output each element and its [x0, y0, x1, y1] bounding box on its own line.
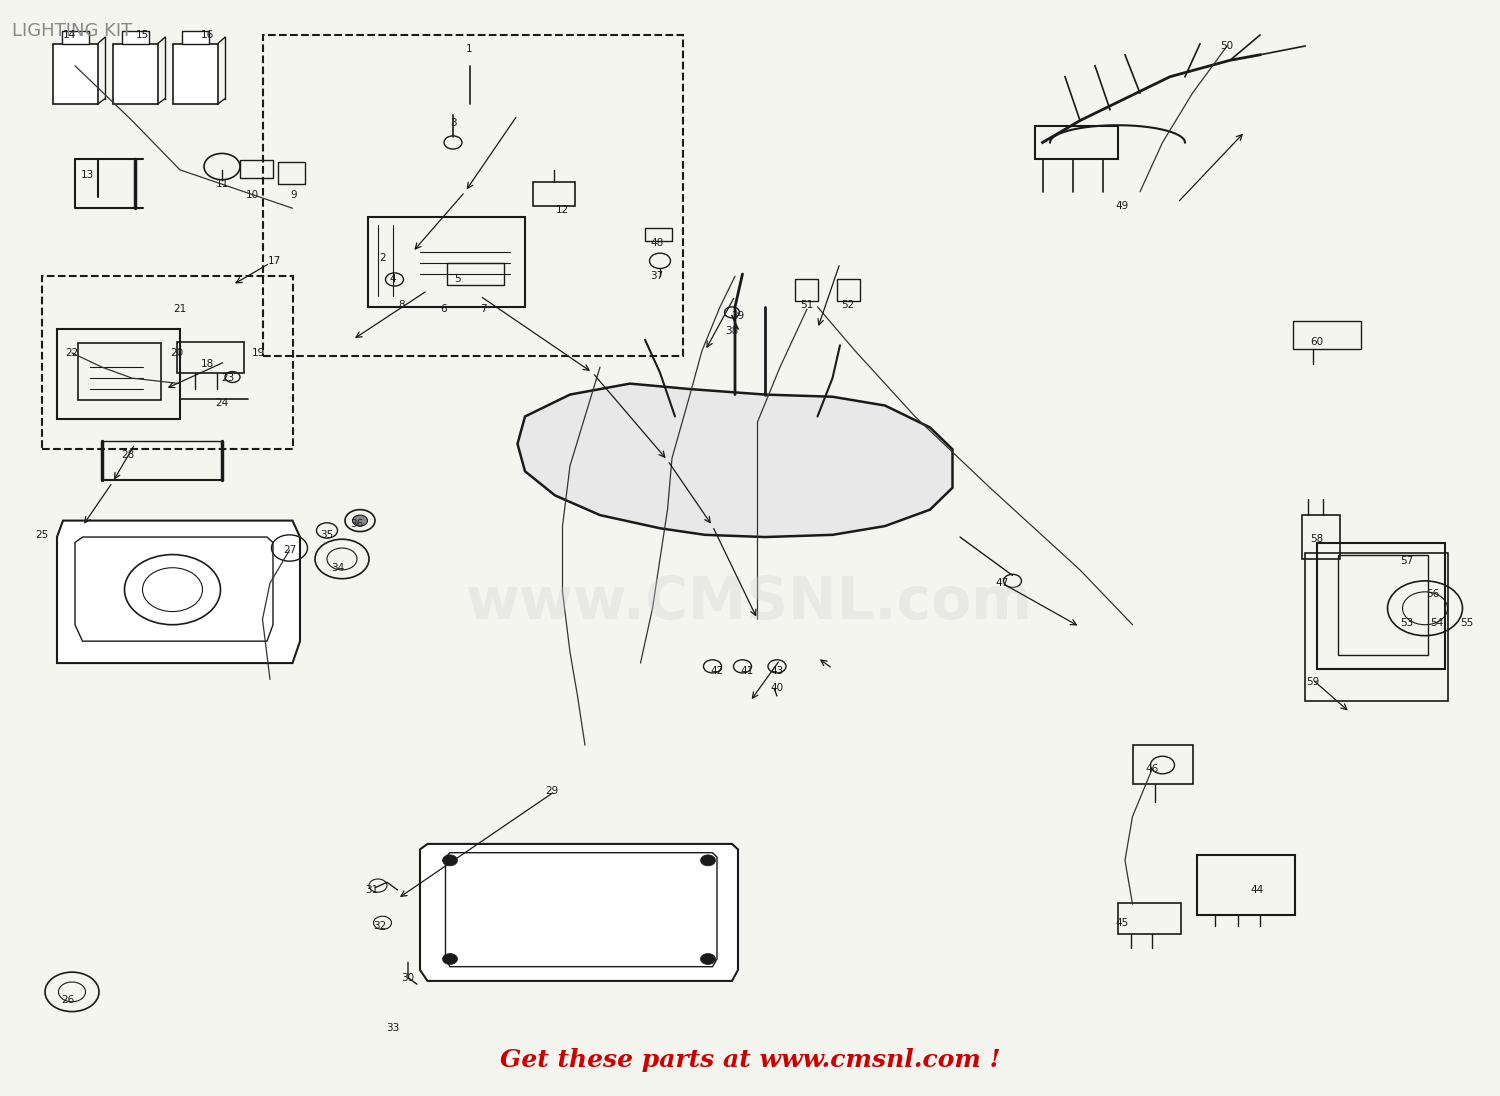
Text: 35: 35 — [321, 529, 333, 540]
Text: 52: 52 — [842, 299, 854, 310]
Text: 28: 28 — [122, 449, 134, 460]
Text: www.CMSNL.com: www.CMSNL.com — [466, 574, 1034, 631]
Text: 21: 21 — [174, 304, 186, 315]
Text: 3: 3 — [450, 117, 456, 128]
Circle shape — [700, 954, 715, 964]
Text: 36: 36 — [351, 518, 363, 529]
Text: 59: 59 — [1306, 676, 1318, 687]
Text: 53: 53 — [1401, 617, 1413, 628]
Text: LIGHTING KIT: LIGHTING KIT — [12, 22, 132, 39]
Text: 42: 42 — [711, 665, 723, 676]
Text: 7: 7 — [480, 304, 486, 315]
Text: 13: 13 — [81, 170, 93, 181]
Polygon shape — [518, 384, 952, 537]
Text: 48: 48 — [651, 238, 663, 249]
Text: 38: 38 — [726, 326, 738, 336]
Text: 17: 17 — [268, 255, 280, 266]
Text: 45: 45 — [1116, 917, 1128, 928]
Text: 40: 40 — [771, 683, 783, 694]
Text: 56: 56 — [1426, 589, 1438, 600]
Text: 27: 27 — [284, 545, 296, 556]
Text: 9: 9 — [291, 190, 297, 201]
Polygon shape — [53, 44, 98, 104]
Text: 6: 6 — [441, 304, 447, 315]
Text: 20: 20 — [171, 347, 183, 358]
Text: 39: 39 — [732, 310, 744, 321]
Text: 12: 12 — [556, 205, 568, 216]
Text: 41: 41 — [741, 665, 753, 676]
Text: 1: 1 — [466, 44, 472, 55]
Polygon shape — [122, 31, 148, 44]
Text: 31: 31 — [366, 884, 378, 895]
Text: 49: 49 — [1116, 201, 1128, 212]
Text: 60: 60 — [1311, 336, 1323, 347]
Text: 54: 54 — [1431, 617, 1443, 628]
Text: 15: 15 — [136, 30, 148, 41]
Text: 22: 22 — [66, 347, 78, 358]
Text: 29: 29 — [546, 786, 558, 797]
Polygon shape — [62, 31, 88, 44]
Text: 34: 34 — [332, 562, 344, 573]
Text: 33: 33 — [387, 1023, 399, 1034]
Text: 57: 57 — [1401, 556, 1413, 567]
Text: 8: 8 — [399, 299, 405, 310]
Text: 51: 51 — [801, 299, 813, 310]
Text: 50: 50 — [1221, 41, 1233, 52]
Text: 23: 23 — [222, 373, 234, 384]
Polygon shape — [57, 521, 300, 663]
Text: 4: 4 — [390, 274, 396, 285]
Text: 18: 18 — [201, 358, 213, 369]
Text: 58: 58 — [1311, 534, 1323, 545]
Circle shape — [352, 515, 368, 526]
Text: 2: 2 — [380, 252, 386, 263]
Text: Get these parts at www.cmsnl.com !: Get these parts at www.cmsnl.com ! — [500, 1048, 1000, 1072]
Text: 16: 16 — [201, 30, 213, 41]
Text: 46: 46 — [1146, 764, 1158, 775]
Text: 24: 24 — [216, 398, 228, 409]
Text: 44: 44 — [1251, 884, 1263, 895]
Text: 19: 19 — [252, 347, 264, 358]
Text: 14: 14 — [63, 30, 75, 41]
Text: 37: 37 — [651, 271, 663, 282]
Text: 43: 43 — [771, 665, 783, 676]
Text: 10: 10 — [246, 190, 258, 201]
Polygon shape — [172, 44, 217, 104]
Circle shape — [442, 855, 458, 866]
Text: 55: 55 — [1461, 617, 1473, 628]
Circle shape — [700, 855, 715, 866]
Circle shape — [442, 954, 458, 964]
Polygon shape — [112, 44, 158, 104]
Text: 11: 11 — [216, 179, 228, 190]
Text: 30: 30 — [402, 972, 414, 983]
Text: 47: 47 — [996, 578, 1008, 589]
Text: 5: 5 — [454, 274, 460, 285]
Text: 32: 32 — [374, 921, 386, 932]
Text: 26: 26 — [62, 994, 74, 1005]
Polygon shape — [182, 31, 209, 44]
Polygon shape — [420, 844, 738, 981]
Text: 25: 25 — [36, 529, 48, 540]
